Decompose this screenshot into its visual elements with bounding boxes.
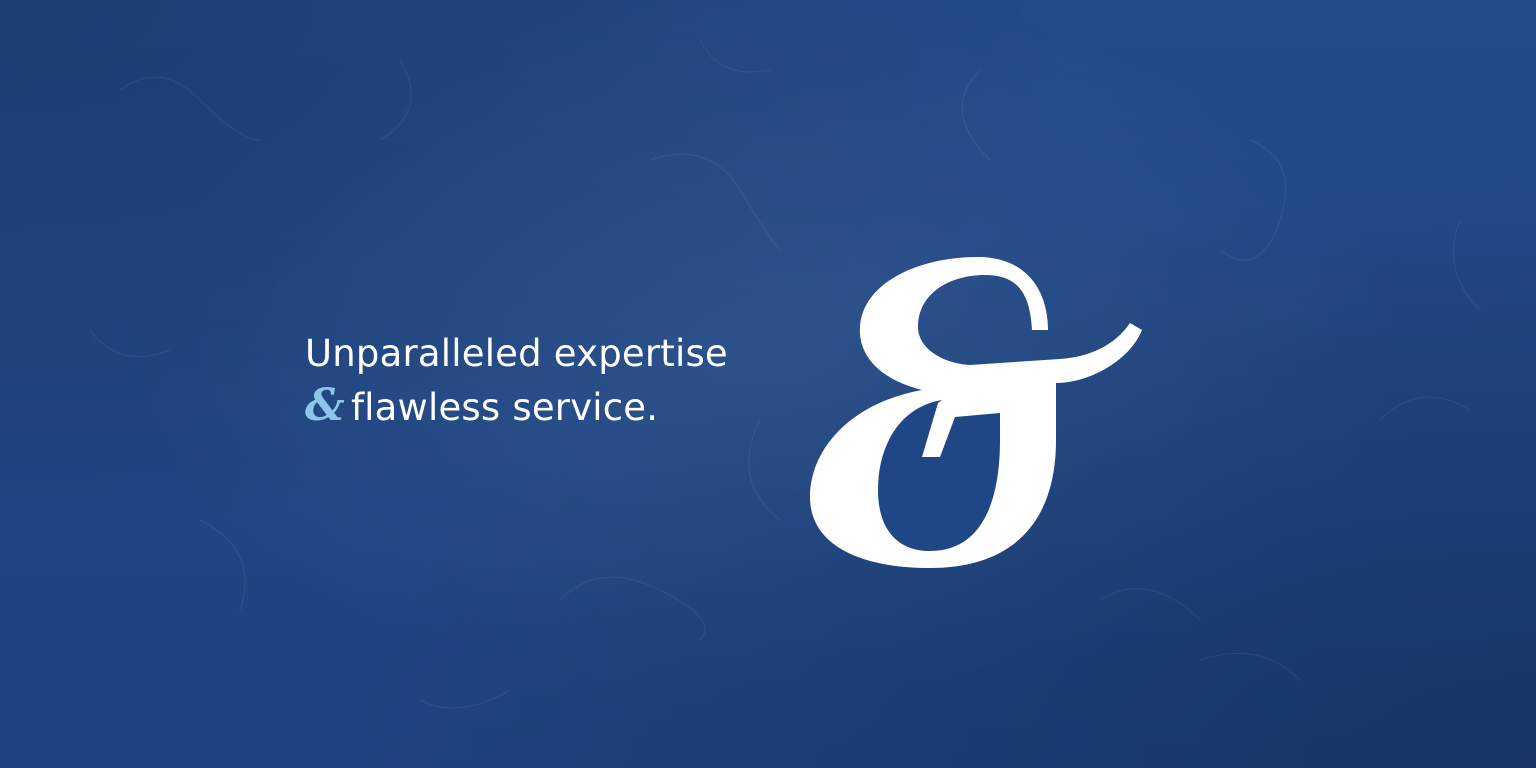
tagline-line-2: & flawless service.: [305, 380, 728, 434]
ampersand-logo-icon: [810, 257, 1142, 568]
ampersand-accent: &: [305, 380, 345, 431]
tagline: Unparalleled expertise & flawless service…: [305, 328, 728, 434]
tagline-line-2-text: flawless service.: [350, 386, 659, 429]
tagline-line-1: Unparalleled expertise: [305, 332, 728, 375]
